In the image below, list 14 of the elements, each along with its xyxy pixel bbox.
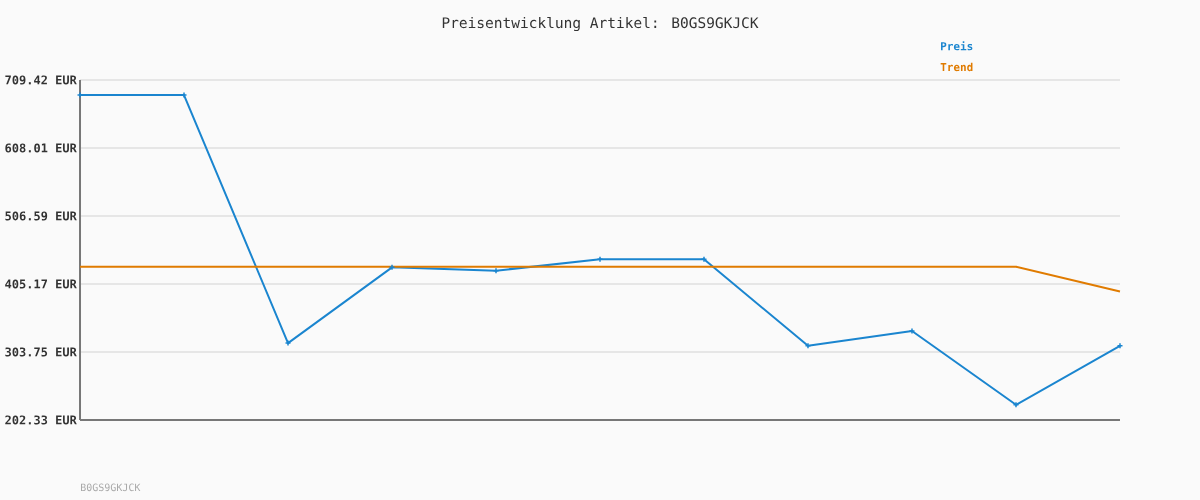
point <box>908 327 916 335</box>
point <box>284 339 292 347</box>
text: B0GS9GKJCK <box>81 483 141 492</box>
point <box>804 342 812 350</box>
chart-title: Preisentwicklung Artikel: B0GS9GKJCK <box>442 16 759 32</box>
text: Trend <box>940 62 973 72</box>
y-tick-label: 303.75 EUR <box>5 347 77 357</box>
y-tick-label: 608.01 EUR <box>5 143 77 153</box>
text: Preis <box>941 41 973 51</box>
point <box>1012 401 1020 409</box>
y-tick-label: 405.17 EUR <box>5 279 77 289</box>
y-tick-label: 506.59 EUR <box>5 211 77 221</box>
y-tick-label: 709.42 EUR <box>5 75 77 85</box>
y-tick-label: 202.33 EUR <box>5 415 77 425</box>
